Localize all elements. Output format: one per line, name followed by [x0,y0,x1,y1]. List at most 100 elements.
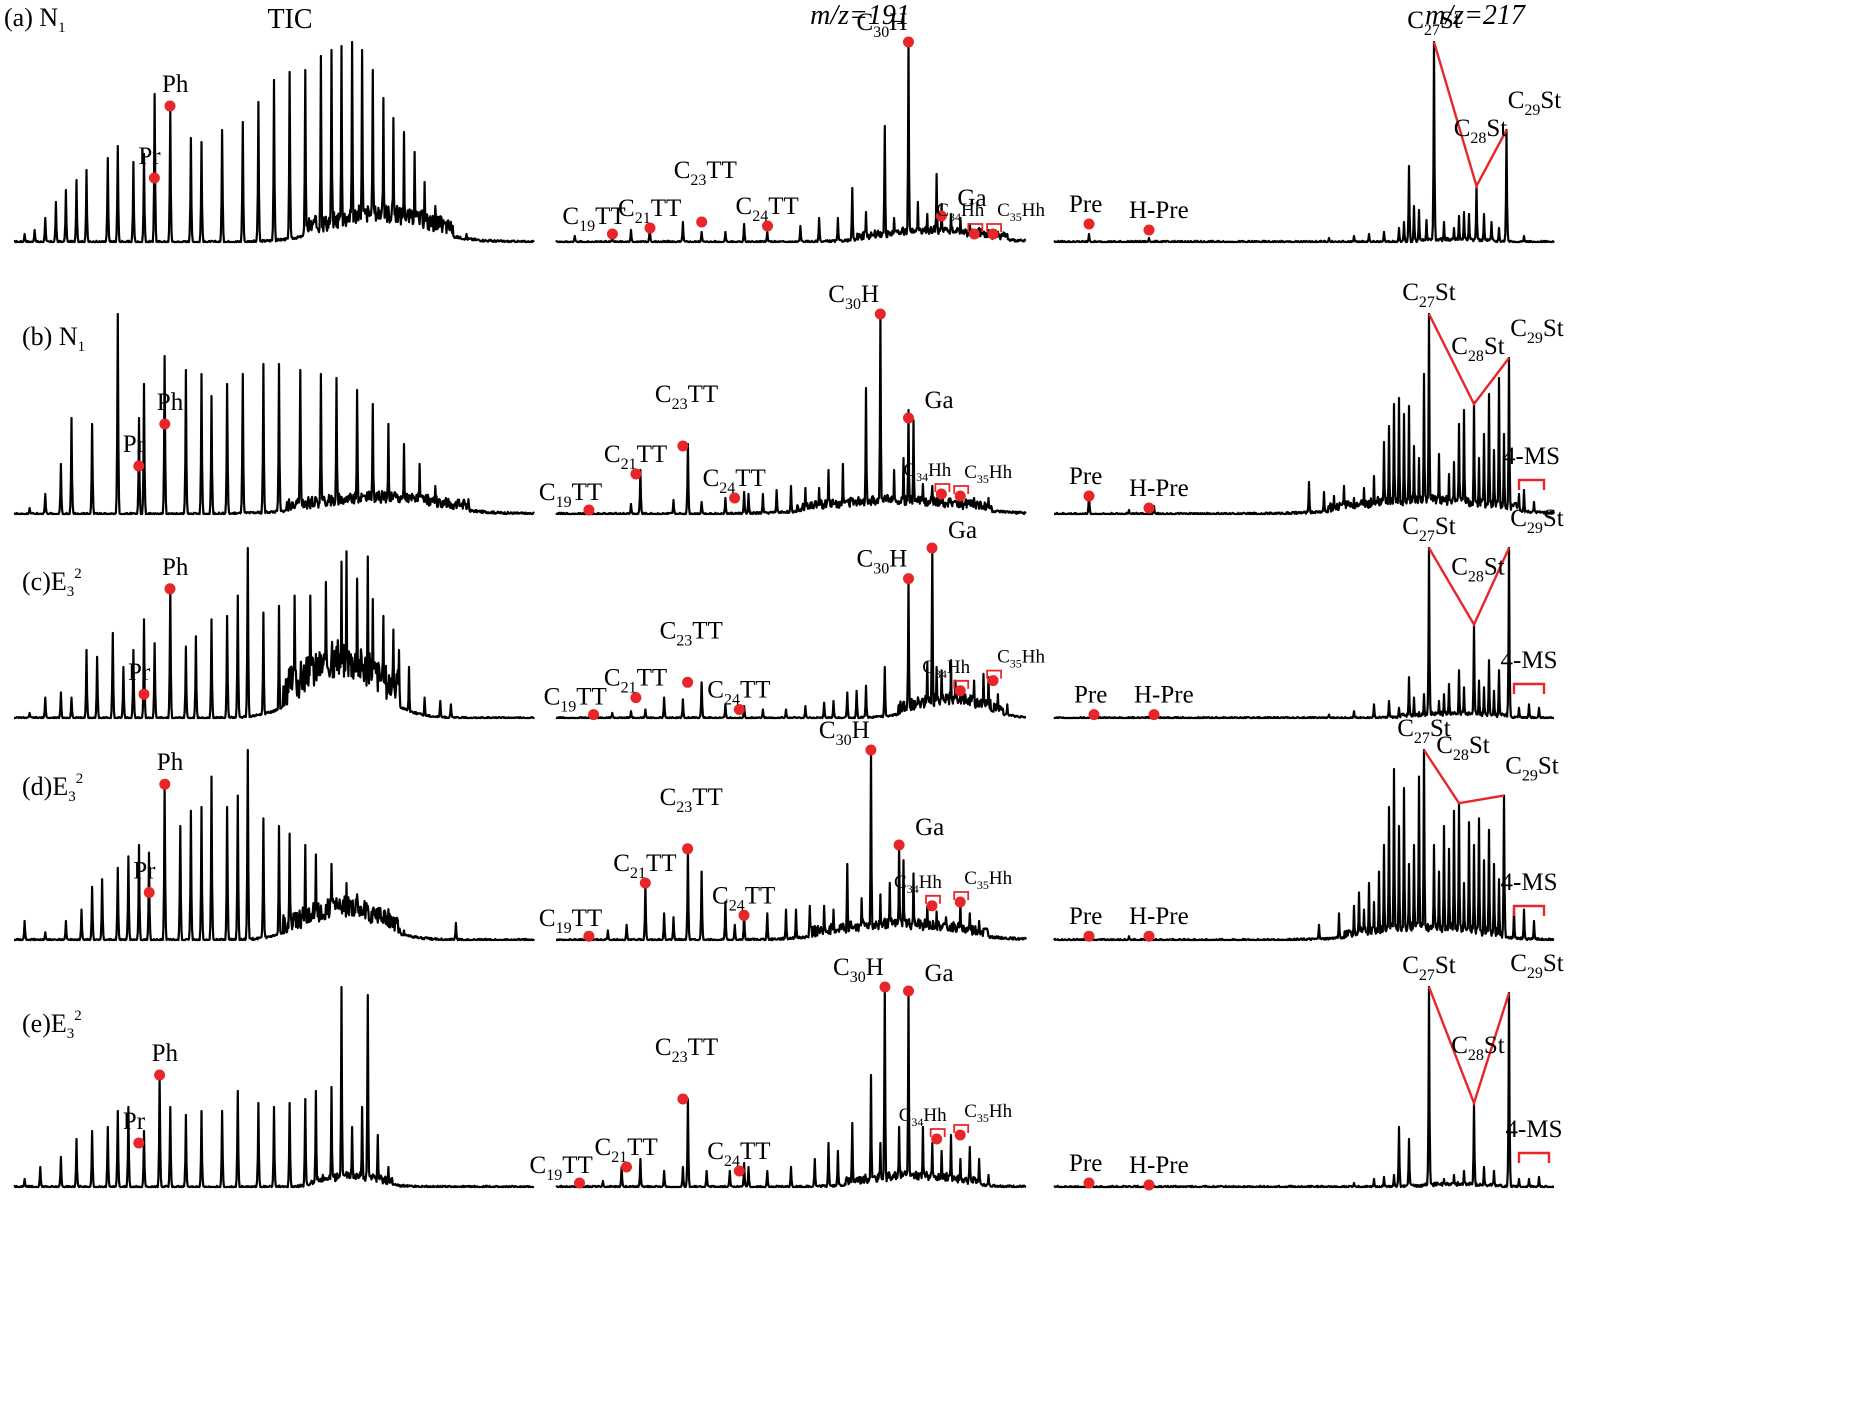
label-c-m217-h-pre: H-Pre [1134,682,1194,709]
bracket-e-m191-c35hh [953,1124,970,1133]
svg-text:(d)E32: (d)E32 [22,771,83,805]
trace-e-tic [13,985,535,1189]
marker-a-m217-h-pre [1143,224,1155,236]
bracket-e-4ms [1517,1151,1551,1163]
trace-c-tic [13,546,535,720]
marker-c-m191-c21tt [630,692,642,704]
panel-label-e: (e)E32 [22,1008,82,1042]
label-d-tic-ph: Ph [157,749,184,776]
panel-label-c: (c)E32 [22,566,82,600]
marker-e-m217-h-pre [1143,1179,1155,1191]
label-a-m217-c27st: C27St [1407,7,1461,39]
label-c-m217-4ms: 4-MS [1501,647,1558,674]
label-e-m217-c28st: C28St [1451,1032,1505,1064]
trace-a-tic [13,40,535,244]
trace-b-m191 [555,312,1027,516]
marker-b-m191-c21tt [630,468,642,480]
label-c-m217-pre: Pre [1074,682,1107,709]
bracket-e-m191-c34hh [929,1128,946,1137]
label-a-m191-c24tt: C24TT [736,193,799,225]
marker-e-m191-c19tt [574,1177,585,1189]
marker-a-m191-c34hh [968,228,980,240]
label-d-m217-h-pre: H-Pre [1129,903,1189,930]
marker-d-m191-c19tt [583,930,595,942]
marker-a-tic-pr [148,172,160,184]
column-header-m217: m/z=217 [1425,0,1526,31]
svg-text:(c)E32: (c)E32 [22,566,82,600]
label-e-m191-c24tt: C24TT [707,1138,770,1170]
label-e-m191-c23tt: C23TT [655,1034,718,1066]
label-a-m191-c19tt: C19TT [562,203,625,235]
label-d-m191-c19tt: C19TT [539,905,602,937]
label-c-m217-c27st: C27St [1402,513,1456,545]
label-b-m191-c34hh: C34Hh [903,460,951,484]
sterane-triangle-d [1422,749,1505,805]
label-e-m191-c34hh: C34Hh [899,1105,947,1129]
label-c-m191-c35hh: C35Hh [997,647,1045,671]
marker-e-m191-c30h [879,981,891,993]
label-b-tic-pr: Pr [123,431,146,458]
marker-d-m191-c21tt [639,877,651,889]
marker-c-m191-c24tt [733,704,745,715]
marker-a-m191-c21tt [644,222,656,234]
marker-c-m217-pre [1088,709,1100,721]
bracket-b-m191-c34hh [934,483,951,492]
marker-d-m191-c34hh [926,900,938,912]
trace-e-m217 [1053,985,1555,1189]
label-b-m191-c19tt: C19TT [539,479,602,511]
sterane-triangle-c [1427,547,1511,628]
label-a-m191-ga: Ga [957,185,986,212]
marker-a-m217-pre [1083,218,1095,230]
marker-b-m191-c24tt [729,492,741,504]
label-e-m191-c30h: C30H [833,954,884,986]
label-b-m191-c35hh: C35Hh [964,462,1012,486]
marker-b-m191-c19tt [583,504,595,516]
marker-d-tic-ph [159,778,171,790]
label-d-m191-c35hh: C35Hh [964,868,1012,892]
column-header-m191: m/z=191 [810,0,910,31]
trace-c-m217 [1053,546,1555,720]
trace-b-tic [13,312,535,516]
label-d-m217-c28st: C28St [1436,732,1490,764]
label-d-m217-pre: Pre [1069,903,1102,930]
marker-c-m191-c23tt [682,676,694,688]
marker-c-tic-ph [164,583,176,595]
trace-e-m191 [555,985,1027,1189]
label-e-m191-ga: Ga [925,960,954,987]
marker-a-tic-ph [164,100,176,112]
label-d-tic-pr: Pr [133,858,156,885]
label-e-m191-c35hh: C35Hh [964,1101,1012,1125]
label-c-tic-pr: Pr [128,659,151,686]
label-c-m217-c28st: C28St [1451,554,1505,586]
label-a-m217-c28st: C28St [1454,115,1508,147]
peak-markers-and-labels: Pr Ph C19TT C21TT C23TT C24TT C30H Ga C34Hh C35Hh… [123,7,1564,1191]
bracket-a-m191-c34hh [967,223,984,232]
sterane-triangle-b [1427,313,1510,407]
label-c-m191-c30h: C30H [857,546,908,578]
bracket-d-m191-c34hh [925,894,941,904]
marker-e-tic-ph [154,1069,166,1081]
marker-d-m191-c30h [865,744,877,756]
trace-a-m191 [555,40,1027,244]
marker-d-tic-pr [143,887,155,898]
marker-c-m191-ga [926,542,938,554]
label-c-m191-c21tt: C21TT [604,665,667,697]
label-e-m217-4ms: 4-MS [1506,1116,1563,1143]
panel-label-d: (d)E32 [22,771,83,805]
marker-d-m191-c23tt [682,843,694,855]
label-d-m191-c30h: C30H [819,717,870,749]
marker-a-m191-c30h [903,36,914,48]
label-d-m217-4ms: 4-MS [1501,869,1558,896]
label-a-m191-c23tt: C23TT [674,157,737,189]
label-d-m217-c29st: C29St [1505,753,1559,785]
label-a-m191-c35hh: C35Hh [997,200,1045,224]
marker-c-m191-c19tt [588,709,600,721]
label-e-m217-c29st: C29St [1510,950,1564,982]
sterane-triangle-a [1432,41,1508,190]
marker-e-m191-c34hh [931,1133,943,1145]
marker-c-m191-c35hh [987,675,999,687]
trace-d-m217 [1053,748,1555,942]
bracket-c-m191-c34hh [953,679,970,689]
marker-b-m191-ga [903,412,914,424]
